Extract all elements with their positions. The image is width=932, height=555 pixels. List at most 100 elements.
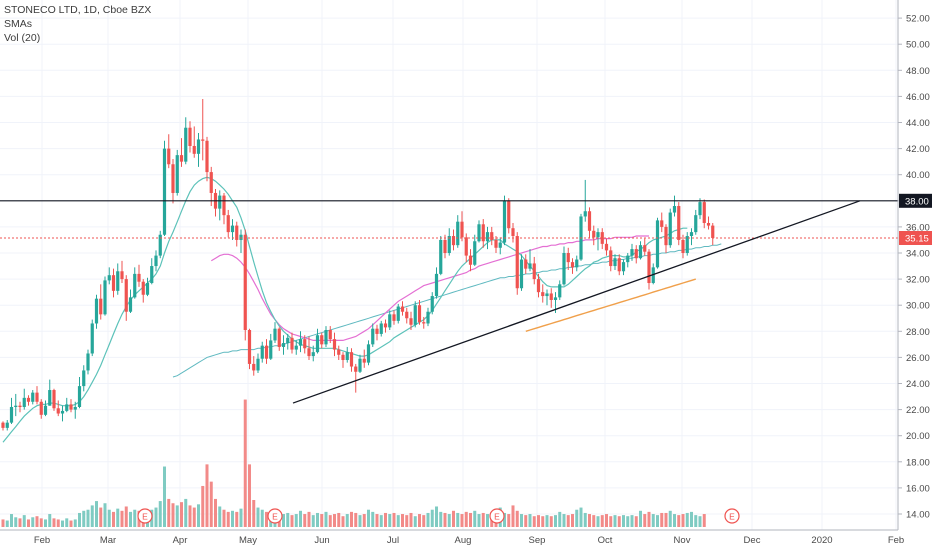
volume-bar xyxy=(294,514,298,527)
candle-body xyxy=(243,234,247,330)
volume-bar xyxy=(116,508,120,527)
volume-bar xyxy=(639,510,642,527)
volume-bar xyxy=(69,520,73,527)
volume-bar xyxy=(396,515,400,527)
candle-body xyxy=(570,262,575,268)
volume-bar xyxy=(698,516,702,527)
price-tick-label: 48.00 xyxy=(906,66,930,77)
candle-body xyxy=(511,228,515,237)
candle-body xyxy=(277,328,281,347)
volume-bar xyxy=(112,511,115,527)
volume-bar xyxy=(354,512,358,527)
volume-bar xyxy=(677,515,681,527)
candle-body xyxy=(562,253,566,285)
candle-body xyxy=(689,232,694,237)
volume-bar xyxy=(184,498,188,527)
earnings-marker xyxy=(137,508,153,524)
candle-body xyxy=(73,406,77,410)
volume-bar xyxy=(180,502,183,527)
candle-body xyxy=(464,237,468,256)
candle-body xyxy=(260,345,264,359)
candle-body xyxy=(103,280,107,315)
time-tick-label: Jun xyxy=(314,535,329,546)
indicator-volume[interactable]: Vol (20) xyxy=(4,32,41,44)
candle-body xyxy=(545,293,549,297)
candle-body xyxy=(52,390,56,409)
volume-bar xyxy=(643,514,647,527)
volume-bar xyxy=(86,509,90,527)
volume-bar xyxy=(158,501,162,527)
drawings[interactable] xyxy=(0,200,898,404)
resistance-price-label-bg xyxy=(899,193,932,208)
candle-body xyxy=(39,401,43,415)
price-tick-label: 34.00 xyxy=(906,249,930,260)
time-axis[interactable]: Feb Mar Apr May Jun Jul Aug Sep Oct Nov Dec 2020 Feb xyxy=(0,529,904,546)
volume-bar xyxy=(685,512,689,527)
candle-body xyxy=(388,314,392,328)
candle-body xyxy=(643,245,647,252)
candle-body xyxy=(286,337,290,344)
candle-body xyxy=(524,259,528,269)
volume-bar xyxy=(90,505,94,527)
volume-bar xyxy=(10,514,13,527)
volume-bar xyxy=(617,516,621,527)
volume-bar xyxy=(379,515,383,527)
volume-bar xyxy=(668,510,672,527)
candle-body xyxy=(179,155,184,162)
volume-bar xyxy=(690,511,693,527)
candle-body xyxy=(456,221,460,246)
candle-body xyxy=(188,127,192,146)
price-axis[interactable]: 14.00 16.00 18.00 20.00 22.00 24.00 26.00 28.00… xyxy=(897,0,932,530)
candle-body xyxy=(14,405,18,407)
candle-body xyxy=(111,275,116,291)
time-tick-label: Mar xyxy=(100,535,116,546)
chart-legend: STONECO LTD, 1D, Cboe BZX SMAs Vol (20) xyxy=(4,3,151,45)
volume-bar xyxy=(647,511,651,527)
volume-bar xyxy=(248,464,251,527)
time-tick-label: May xyxy=(239,535,257,546)
time-tick-label: Apr xyxy=(173,535,188,546)
price-tick-label: 52.00 xyxy=(906,14,930,25)
candle-body xyxy=(354,366,358,372)
candle-body xyxy=(694,215,698,233)
sma-slow-line xyxy=(525,278,697,332)
volume-bar xyxy=(435,506,438,527)
volume-bar xyxy=(358,515,362,527)
indicator-smas[interactable]: SMAs xyxy=(4,18,33,30)
candle-body xyxy=(447,236,451,253)
candle-body xyxy=(549,293,553,300)
candle-body xyxy=(532,263,536,280)
volume-bar xyxy=(243,399,247,527)
volume-bar xyxy=(303,514,307,527)
volume-bar xyxy=(99,507,103,527)
candle-body xyxy=(222,195,226,216)
symbol-title[interactable]: STONECO LTD, 1D, Cboe BZX xyxy=(4,4,152,16)
time-tick-label: Nov xyxy=(674,535,691,546)
candle-body xyxy=(592,230,596,238)
volume-bar xyxy=(103,503,107,527)
candle-body xyxy=(141,281,145,295)
candle-body xyxy=(107,275,111,281)
candle-body xyxy=(413,305,417,325)
candle-body xyxy=(133,273,137,298)
candle-body xyxy=(18,405,22,407)
candle-body xyxy=(31,392,35,402)
candle-body xyxy=(196,139,201,154)
volume-bar xyxy=(583,512,587,527)
volume-bar xyxy=(22,515,26,527)
candle-body xyxy=(154,255,158,267)
candle-body xyxy=(515,236,519,289)
volume-bar xyxy=(39,518,43,527)
volume-bar xyxy=(56,519,60,527)
volume-bar xyxy=(367,509,370,527)
earnings-marker-label: E xyxy=(494,511,500,521)
volume-bar xyxy=(31,517,35,527)
volume-bar xyxy=(35,516,39,527)
candle-body xyxy=(609,250,613,267)
volume-bar xyxy=(82,510,86,527)
time-tick-label: Oct xyxy=(598,535,613,546)
candle-body xyxy=(273,328,277,341)
